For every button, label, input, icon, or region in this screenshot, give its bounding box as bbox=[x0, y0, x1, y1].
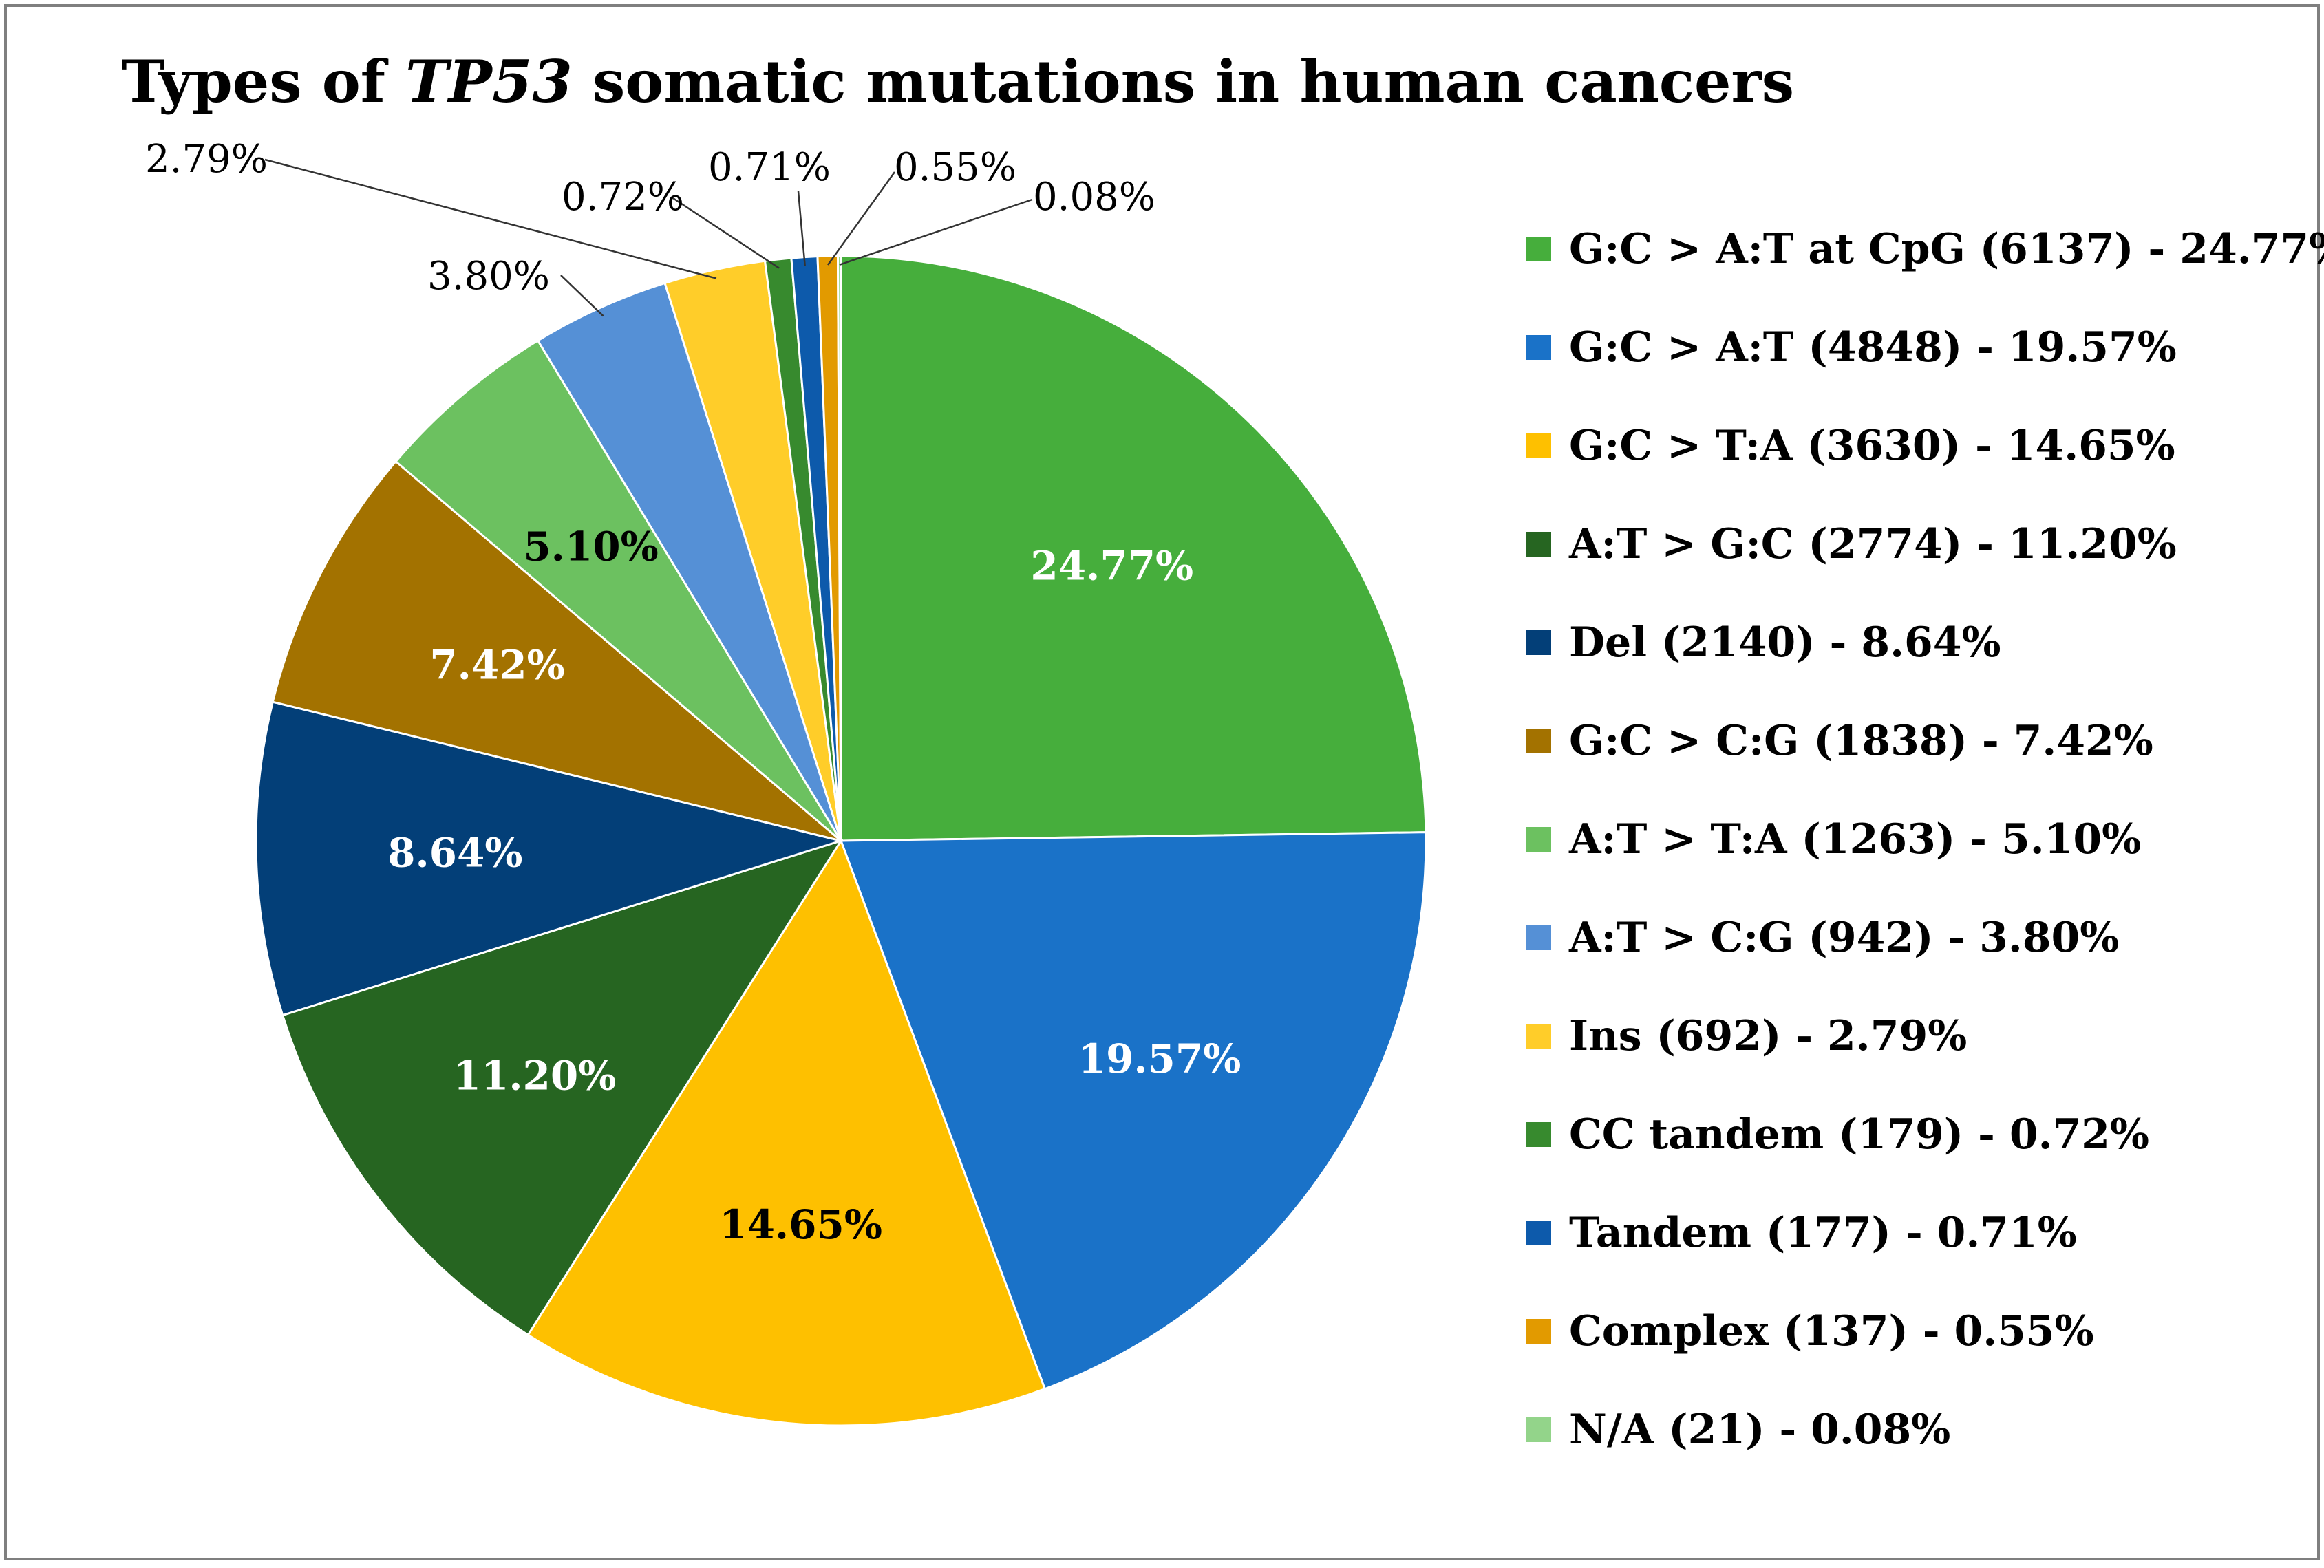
legend-swatch-g-c-t-a bbox=[1526, 433, 1551, 458]
legend-label-a-t-g-c: A:T > G:C (2774) - 11.20% bbox=[1568, 520, 2177, 568]
legend-swatch-complex bbox=[1526, 1319, 1551, 1344]
pie-slice-a-t-t-a bbox=[394, 339, 842, 842]
legend-label-g-c-c-g: G:C > C:G (1838) - 7.42% bbox=[1569, 717, 2153, 765]
legend-label-g-c-t-a: G:C > T:A (3630) - 14.65% bbox=[1569, 422, 2175, 470]
data-label-ins: 2.79% bbox=[145, 137, 268, 182]
data-label-a-t-c-g: 3.80% bbox=[427, 254, 550, 299]
data-label-n-a: 0.08% bbox=[1033, 175, 1155, 219]
legend-label-ins: Ins (692) - 2.79% bbox=[1569, 1012, 1967, 1060]
legend-label-a-t-c-g: A:T > C:G (942) - 3.80% bbox=[1568, 914, 2119, 962]
legend-swatch-ins bbox=[1526, 1024, 1551, 1049]
data-label-tandem: 0.71% bbox=[708, 145, 831, 190]
leader-line-n-a bbox=[839, 198, 1033, 266]
legend-swatch-n-a bbox=[1526, 1417, 1551, 1442]
data-label-g-c-c-g: 7.42% bbox=[429, 642, 564, 689]
legend-swatch-tandem bbox=[1526, 1221, 1551, 1245]
data-label-del: 8.64% bbox=[387, 830, 522, 877]
legend-label-del: Del (2140) - 8.64% bbox=[1569, 619, 2001, 667]
data-label-g-c-t-a: 14.65% bbox=[719, 1201, 882, 1248]
data-label-a-t-g-c: 11.20% bbox=[454, 1053, 617, 1099]
data-labels: 24.77% 19.57% 14.65% 11.20% 8.64% 7.42% 5.10% 3… bbox=[145, 137, 1241, 1248]
legend-label-g-c-a-t: G:C > A:T (4848) - 19.57% bbox=[1569, 323, 2177, 372]
data-label-a-t-t-a: 5.10% bbox=[523, 524, 658, 570]
data-label-g-c-a-t: 19.57% bbox=[1078, 1035, 1241, 1082]
leader-lines bbox=[264, 158, 1033, 317]
data-label-g-c-a-t-at-cpg: 24.77% bbox=[1030, 542, 1193, 589]
pie-slice-a-t-c-g bbox=[536, 281, 842, 841]
legend-swatch-g-c-c-g bbox=[1526, 729, 1551, 753]
leader-line-complex bbox=[827, 171, 896, 266]
leader-line-cc-tandem bbox=[672, 197, 780, 269]
legend-label-complex: Complex (137) - 0.55% bbox=[1569, 1307, 2094, 1355]
chart-title: Types of TP53 somatic mutations in human… bbox=[122, 47, 1794, 116]
legend-swatch-cc-tandem bbox=[1526, 1122, 1551, 1147]
chart-title-suffix: somatic mutations in human cancers bbox=[573, 47, 1794, 116]
legend-swatch-g-c-a-t bbox=[1526, 335, 1551, 360]
pie-slice-del bbox=[255, 700, 845, 1017]
pie-slice-a-t-g-c bbox=[281, 839, 844, 1337]
pie-slice-n-a bbox=[836, 255, 842, 841]
legend-label-tandem: Tandem (177) - 0.71% bbox=[1569, 1209, 2077, 1257]
legend-label-a-t-t-a: A:T > T:A (1263) - 5.10% bbox=[1568, 815, 2141, 863]
leader-line-tandem bbox=[797, 191, 806, 266]
legend-swatch-del bbox=[1526, 630, 1551, 655]
data-label-cc-tandem: 0.72% bbox=[562, 175, 684, 219]
pie-slices bbox=[255, 255, 1427, 1427]
pie-slice-g-c-a-t-at-cpg bbox=[840, 255, 1427, 842]
legend-label-g-c-a-t-at-cpg: G:C > A:T at CpG (6137) - 24.77% bbox=[1569, 225, 2324, 273]
data-label-complex: 0.55% bbox=[894, 145, 1016, 190]
legend-swatch-a-t-t-a bbox=[1526, 827, 1551, 852]
legend-label-n-a: N/A (21) - 0.08% bbox=[1569, 1406, 1950, 1454]
legend-swatch-g-c-a-t-at-cpg bbox=[1526, 237, 1551, 261]
legend: G:C > A:T at CpG (6137) - 24.77% G:C > A:… bbox=[1526, 225, 2324, 1454]
pie-slice-g-c-a-t bbox=[839, 831, 1427, 1390]
legend-swatch-a-t-g-c bbox=[1526, 532, 1551, 557]
chart-title-gene: TP53 bbox=[405, 47, 573, 116]
legend-label-cc-tandem: CC tandem (179) - 0.72% bbox=[1569, 1110, 2149, 1159]
pie-slice-g-c-t-a bbox=[526, 838, 1047, 1427]
legend-swatch-a-t-c-g bbox=[1526, 925, 1551, 950]
chart-title-prefix: Types of bbox=[122, 47, 405, 116]
pie-slice-g-c-c-g bbox=[271, 460, 842, 842]
leader-line-ins bbox=[264, 158, 717, 279]
leader-line-a-t-c-g bbox=[560, 275, 604, 317]
